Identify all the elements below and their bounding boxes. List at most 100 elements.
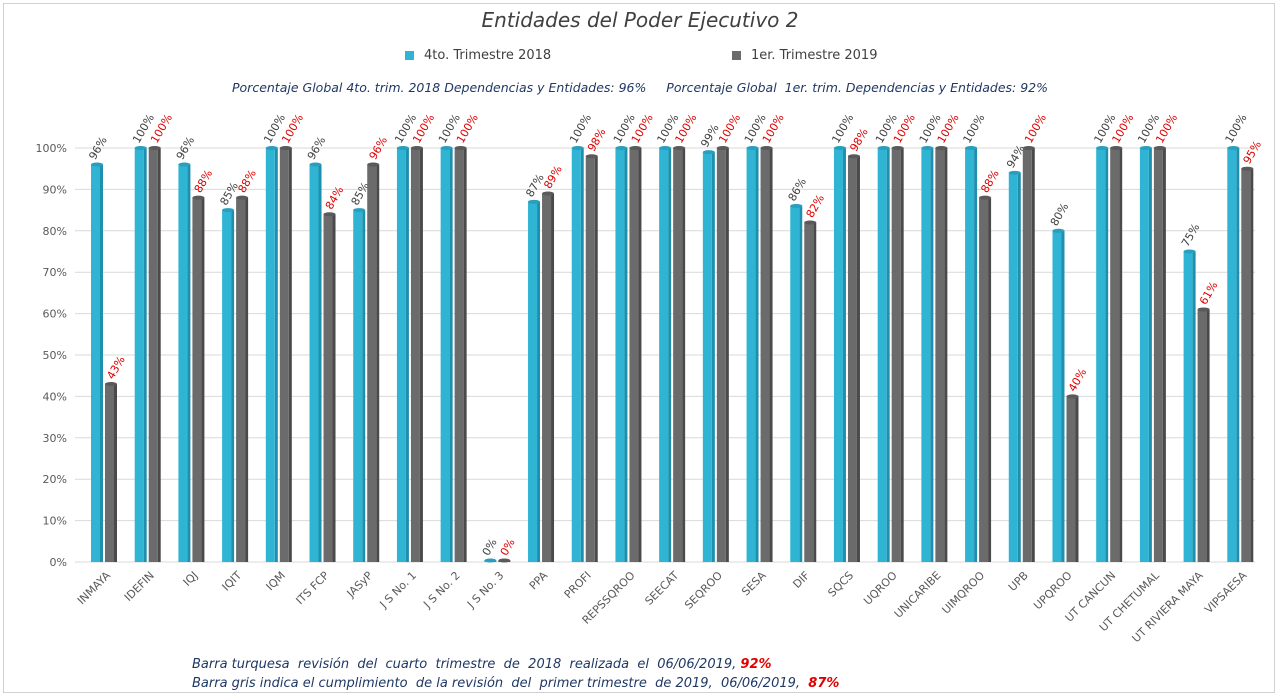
bar-top [265,146,278,150]
bar [1139,148,1149,562]
bar [965,148,975,562]
bar [571,148,581,562]
legend-label-2019: 1er. Trimestre 2019 [751,48,878,63]
bar [673,148,683,562]
bar [629,148,639,562]
data-label: 98% [847,126,870,154]
bar-top [134,146,147,150]
data-label: 0% [480,536,500,558]
subtitle-left: Porcentaje Global 4to. trim. 2018 Depend… [232,80,647,95]
x-tick-label: UIMQROO [940,569,988,617]
subtitle-right: Porcentaje Global 1er. trim. Dependencia… [666,80,1048,95]
x-tick-label: UNICARIBE [892,569,944,621]
bar-shade [842,148,846,562]
bar-top [1183,249,1196,254]
bar [222,210,232,562]
bar [1008,172,1018,562]
bar [790,205,800,562]
x-tick-label: SESA [739,569,769,599]
bar [585,156,595,562]
bar-shade [813,222,817,562]
bar [891,148,901,562]
bar-shade [449,148,453,562]
chart-frame [3,3,1275,693]
bar-top [659,146,672,150]
bar [921,148,931,562]
bar-top [91,162,103,167]
bar-top [484,558,497,563]
bar-top [921,146,934,150]
bar-top [222,208,235,213]
legend-item-2018: 4to. Trimestre 2018 [405,48,551,63]
footnote-1: Barra turquesa revisión del cuarto trime… [192,655,839,674]
data-label: 40% [1066,366,1089,394]
bar-shade [1206,309,1210,562]
bar-shade [668,148,672,562]
legend-swatch-2019 [732,51,741,60]
bar [105,383,114,562]
x-tick-label: J S No. 2 [420,569,462,611]
bar [192,197,202,562]
x-tick-label: UQROO [861,569,900,608]
x-tick-label: ITS FCP [293,569,332,608]
x-tick-label: INMAYA [75,569,114,608]
data-label: 88% [192,168,215,196]
x-tick-label: UPB [1006,569,1031,594]
bar-shade [231,210,235,562]
bar-shade [318,164,322,562]
bar-shade [100,164,103,562]
bar-top [309,162,322,167]
bar-top [1052,228,1065,233]
bar-shade [624,148,628,562]
bar-shade [1017,172,1021,562]
bar-top [1153,146,1166,150]
bar-shade [1061,230,1065,563]
bar-shade [799,205,803,562]
bar-shade [376,164,380,562]
bar [309,164,319,562]
x-tick-label: IQIT [220,569,245,594]
bar [353,210,363,562]
bar-top [323,212,336,217]
bar-top [454,146,467,150]
footnote-1-text: Barra turquesa revisión del cuarto trime… [192,657,737,672]
bar [148,148,158,562]
bar [528,201,538,562]
data-label: 100% [1223,112,1250,146]
bar-top [1139,146,1152,150]
x-tick-label: JASyP [344,569,376,601]
bar-shade [463,148,467,562]
bar [1052,230,1062,563]
bar-top [891,146,904,150]
footnote-2-pct: 87% [808,676,840,691]
bar-top [440,146,453,150]
bar-top [353,208,366,213]
bar [1066,396,1076,562]
bar-shade [900,148,904,562]
bar-top [746,146,759,150]
bar-top [367,162,380,167]
bar-top [1096,146,1109,150]
bar-top [148,146,161,150]
bar-shade [1148,148,1152,562]
chart-title: Entidades del Poder Ejecutivo 2 [481,8,799,32]
bar [746,148,756,562]
x-tick-label: IQJ [181,569,201,589]
bar-top [498,558,511,563]
bar-shade [1031,148,1035,562]
bar [659,148,669,562]
bar [323,214,333,563]
bar-top [615,146,628,150]
footnotes: Barra turquesa revisión del cuarto trime… [192,655,839,693]
x-tick-label: J S No. 3 [464,569,506,611]
bar-shade [405,148,409,562]
bar [804,222,814,562]
bar-top [236,195,249,200]
y-tick-label: 20% [43,473,67,486]
bar-shade [187,164,191,562]
bar-shade [594,156,598,562]
bar-top [833,146,846,150]
bar-shade [580,148,584,562]
bar-shade [725,148,729,562]
